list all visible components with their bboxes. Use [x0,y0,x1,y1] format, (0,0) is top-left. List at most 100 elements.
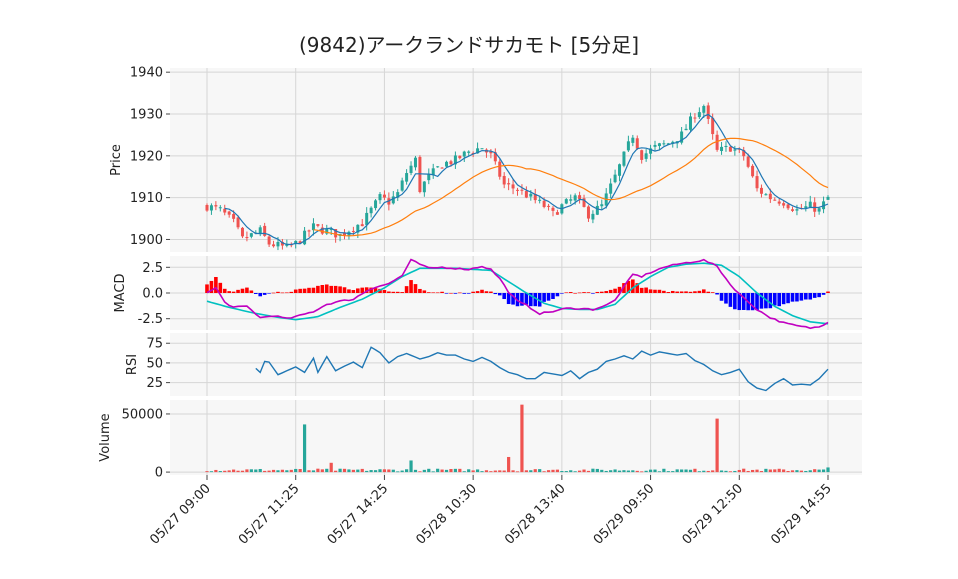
macd-hist-bar [493,293,498,295]
volume-bar [595,468,599,473]
candle-body [329,228,333,230]
macd-hist-bar [262,293,267,295]
macd-hist-bar [435,292,440,294]
volume-bar [737,469,741,473]
macd-hist-bar [560,293,564,294]
candle-body [791,209,795,211]
macd-hist-bar [218,282,223,293]
macd-hist-bar [293,289,298,293]
candle-body [311,223,315,231]
volume-bar [409,460,413,473]
volume-bar [622,470,626,473]
volume-bar [285,470,289,473]
volume-bar [276,470,280,473]
volume-bar [311,470,316,473]
candle-body [618,164,622,176]
macd-hist-bar [542,293,546,302]
macd-hist-bar [395,291,400,293]
macd-hist-bar [635,283,640,293]
volume-bar [511,470,515,473]
candle-body [551,207,555,211]
candle-body [520,189,524,191]
macd-hist-bar [786,293,790,304]
macd-hist-bar [347,289,351,293]
volume-bar [786,470,790,473]
volume-bar [693,468,697,473]
volume-bar [821,469,826,473]
panel-rsi [170,333,862,396]
ytick-label: 25 [146,376,163,391]
volume-bar [289,469,293,473]
macd-hist-bar [369,287,373,293]
candle-body [249,233,253,237]
volume-bar [480,471,484,473]
macd-hist-bar [466,293,471,294]
volume-bar [782,469,786,473]
macd-hist-bar [453,293,458,294]
macd-hist-bar [608,289,613,293]
volume-bar [697,471,701,473]
volume-bar [808,470,812,473]
candle-body [595,205,599,215]
macd-hist-bar [631,279,635,293]
candle-body [759,187,763,194]
ytick-label: 0 [155,466,163,481]
candle-body [276,241,280,247]
candle-body [640,150,644,160]
volume-bar [342,468,347,473]
macd-hist-bar [826,291,830,293]
candle-body [374,200,378,209]
volume-bar [573,471,577,473]
candle-body [227,211,231,215]
ytick-label: 50000 [122,407,163,422]
volume-bar [640,471,644,473]
candle-body [214,205,218,207]
volume-bar [436,468,440,473]
candle-body [320,227,324,234]
macd-hist-bar [697,290,702,293]
volume-bar [582,469,586,473]
candle-body [720,146,724,152]
candle-body [631,137,635,143]
macd-hist-bar [626,280,631,293]
macd-hist-bar [236,289,240,293]
macd-hist-bar [533,293,538,307]
volume-bar [578,470,582,473]
macd-hist-bar [422,290,427,293]
candle-body [245,237,249,239]
volume-bar [218,471,222,473]
volume-bar [773,469,777,473]
candle-body [418,156,422,193]
candle-body [391,196,395,204]
macd-hist-bar [586,292,591,293]
macd-hist-bar [737,293,742,311]
candle-body [343,232,347,236]
macd-hist-bar [373,288,378,293]
candle-body [223,208,227,213]
candle-body [209,205,213,211]
candle-body [764,194,768,196]
volume-bar [453,468,457,473]
macd-hist-bar [404,286,409,293]
macd-hist-bar [529,293,533,307]
volume-bar [826,467,830,473]
macd-hist-bar [804,293,808,300]
ytick-label: -2.5 [138,312,163,327]
candle-body [240,227,244,237]
macd-hist-bar [706,291,711,293]
volume-bar [626,470,630,473]
macd-hist-bar [506,293,511,305]
macd-hist-bar [311,287,316,293]
candle-body [702,106,706,113]
volume-bar [329,462,333,473]
volume-bar [400,470,404,473]
volume-bar [422,469,426,473]
candle-body [733,149,737,151]
candle-body [547,205,551,207]
volume-bar [702,470,706,473]
macd-hist-bar [693,291,697,293]
candle-body [600,204,604,207]
candle-body [360,224,364,227]
candle-body [573,195,577,201]
volume-bar [369,470,373,473]
